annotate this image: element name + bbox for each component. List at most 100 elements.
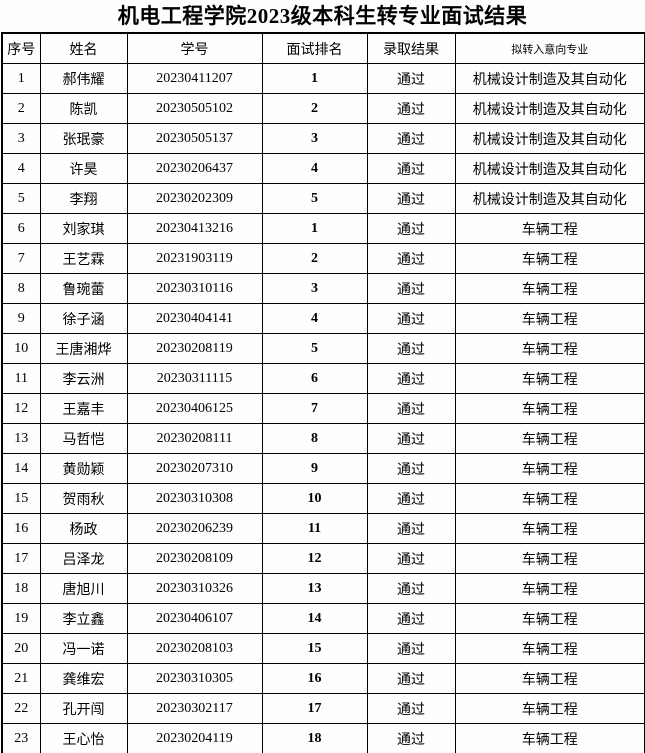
cell-no: 6 [1, 213, 41, 244]
cell-name: 黄勋颖 [39, 453, 128, 484]
cell-major: 车辆工程 [454, 603, 645, 634]
cell-rank: 4 [261, 153, 368, 184]
page-title: 机电工程学院2023级本科生转专业面试结果 [117, 4, 528, 28]
cell-result: 通过 [366, 603, 456, 634]
cell-result: 通过 [366, 153, 456, 184]
cell-student-id: 20230208103 [126, 633, 263, 664]
header-major: 拟转入意向专业 [454, 32, 645, 64]
cell-result: 通过 [366, 123, 456, 154]
cell-name: 贺雨秋 [39, 483, 128, 514]
cell-name: 刘家琪 [39, 213, 128, 244]
cell-name: 唐旭川 [39, 573, 128, 604]
table-row: 10 王唐湘烨 20230208119 5 通过 车辆工程 [1, 333, 645, 364]
cell-result: 通过 [366, 63, 456, 94]
cell-result: 通过 [366, 693, 456, 724]
cell-rank: 14 [261, 603, 368, 634]
cell-rank: 5 [261, 183, 368, 214]
cell-student-id: 20230206239 [126, 513, 263, 544]
cell-major: 车辆工程 [454, 663, 645, 694]
table-row: 13 马哲恺 20230208111 8 通过 车辆工程 [1, 423, 645, 454]
cell-rank: 3 [261, 123, 368, 154]
cell-rank: 9 [261, 453, 368, 484]
cell-no: 4 [1, 153, 41, 184]
cell-name: 孔开闯 [39, 693, 128, 724]
table-row: 1 郝伟耀 20230411207 1 通过 机械设计制造及其自动化 [1, 63, 645, 94]
cell-result: 通过 [366, 543, 456, 574]
cell-rank: 15 [261, 633, 368, 664]
cell-major: 机械设计制造及其自动化 [454, 93, 645, 124]
cell-rank: 8 [261, 423, 368, 454]
table-row: 23 王心怡 20230204119 18 通过 车辆工程 [1, 723, 645, 753]
cell-rank: 5 [261, 333, 368, 364]
cell-student-id: 20230302117 [126, 693, 263, 724]
cell-result: 通过 [366, 363, 456, 394]
cell-result: 通过 [366, 243, 456, 274]
cell-no: 17 [1, 543, 41, 574]
cell-no: 7 [1, 243, 41, 274]
cell-result: 通过 [366, 633, 456, 664]
cell-no: 3 [1, 123, 41, 154]
cell-result: 通过 [366, 453, 456, 484]
cell-no: 23 [1, 723, 41, 753]
table-row: 20 冯一诺 20230208103 15 通过 车辆工程 [1, 633, 645, 664]
cell-rank: 4 [261, 303, 368, 334]
cell-name: 徐子涵 [39, 303, 128, 334]
cell-rank: 6 [261, 363, 368, 394]
cell-student-id: 20230204119 [126, 723, 263, 753]
table-row: 5 李翔 20230202309 5 通过 机械设计制造及其自动化 [1, 183, 645, 214]
cell-no: 5 [1, 183, 41, 214]
table-row: 11 李云洲 20230311115 6 通过 车辆工程 [1, 363, 645, 394]
cell-student-id: 20230310308 [126, 483, 263, 514]
cell-student-id: 20231903119 [126, 243, 263, 274]
cell-result: 通过 [366, 333, 456, 364]
cell-rank: 13 [261, 573, 368, 604]
cell-student-id: 20230311115 [126, 363, 263, 394]
cell-result: 通过 [366, 573, 456, 604]
cell-name: 郝伟耀 [39, 63, 128, 94]
cell-result: 通过 [366, 213, 456, 244]
cell-major: 车辆工程 [454, 243, 645, 274]
cell-name: 鲁琬蕾 [39, 273, 128, 304]
cell-no: 11 [1, 363, 41, 394]
cell-no: 22 [1, 693, 41, 724]
cell-major: 车辆工程 [454, 483, 645, 514]
cell-major: 车辆工程 [454, 273, 645, 304]
cell-major: 车辆工程 [454, 333, 645, 364]
table-row: 21 龚维宏 20230310305 16 通过 车辆工程 [1, 663, 645, 694]
cell-rank: 10 [261, 483, 368, 514]
cell-rank: 18 [261, 723, 368, 753]
cell-student-id: 20230310116 [126, 273, 263, 304]
cell-no: 2 [1, 93, 41, 124]
cell-student-id: 20230505137 [126, 123, 263, 154]
cell-result: 通过 [366, 273, 456, 304]
table-row: 2 陈凯 20230505102 2 通过 机械设计制造及其自动化 [1, 93, 645, 124]
cell-result: 通过 [366, 723, 456, 753]
cell-name: 杨政 [39, 513, 128, 544]
cell-rank: 11 [261, 513, 368, 544]
cell-student-id: 20230310305 [126, 663, 263, 694]
table-row: 8 鲁琬蕾 20230310116 3 通过 车辆工程 [1, 273, 645, 304]
cell-student-id: 20230505102 [126, 93, 263, 124]
cell-no: 12 [1, 393, 41, 424]
header-result: 录取结果 [366, 32, 456, 64]
cell-result: 通过 [366, 303, 456, 334]
cell-major: 车辆工程 [454, 693, 645, 724]
table-row: 22 孔开闯 20230302117 17 通过 车辆工程 [1, 693, 645, 724]
cell-rank: 1 [261, 63, 368, 94]
table-header-row: 序号 姓名 学号 面试排名 录取结果 拟转入意向专业 [1, 32, 645, 64]
cell-name: 王唐湘烨 [39, 333, 128, 364]
header-no: 序号 [1, 32, 41, 64]
cell-rank: 12 [261, 543, 368, 574]
cell-major: 车辆工程 [454, 633, 645, 664]
cell-no: 14 [1, 453, 41, 484]
table-row: 3 张珉豪 20230505137 3 通过 机械设计制造及其自动化 [1, 123, 645, 154]
table-row: 18 唐旭川 20230310326 13 通过 车辆工程 [1, 573, 645, 604]
cell-result: 通过 [366, 393, 456, 424]
cell-no: 8 [1, 273, 41, 304]
cell-name: 冯一诺 [39, 633, 128, 664]
cell-student-id: 20230206437 [126, 153, 263, 184]
cell-student-id: 20230208111 [126, 423, 263, 454]
cell-rank: 7 [261, 393, 368, 424]
cell-name: 王艺霖 [39, 243, 128, 274]
